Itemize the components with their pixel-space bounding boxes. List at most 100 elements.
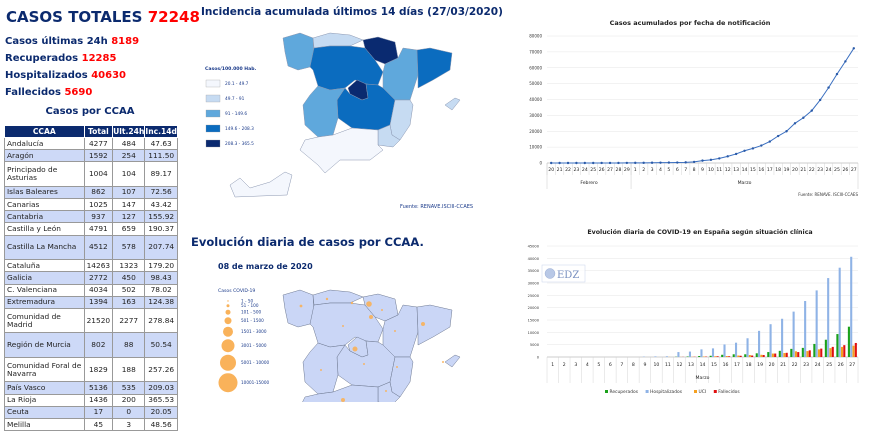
chart-title: Casos acumulados por fecha de notificaci…	[610, 19, 771, 27]
cell-value: 278.84	[145, 308, 178, 333]
cell-region: Islas Baleares	[5, 186, 85, 198]
case-bubble	[381, 309, 383, 311]
cell-region: Castilla La Mancha	[5, 235, 85, 260]
data-point	[811, 109, 813, 111]
x-tick-label: 4	[586, 362, 589, 368]
cell-value: 802	[84, 333, 113, 358]
legend-swatch	[206, 125, 220, 132]
x-tick-label: 18	[775, 167, 781, 173]
x-tick-label: 6	[609, 362, 612, 368]
x-tick-label: 16	[723, 362, 729, 368]
bar-fallecidos	[832, 347, 834, 357]
x-tick-label: 23	[817, 167, 823, 173]
data-point	[710, 159, 712, 161]
cell-region: Principado de Asturias	[5, 162, 85, 187]
legend-label: 10001-15000	[241, 380, 269, 385]
cell-value: 937	[84, 211, 113, 223]
cell-region: Extremadura	[5, 296, 85, 308]
cell-value: 535	[113, 382, 145, 394]
column-header: Total	[84, 126, 113, 138]
region-baleares[interactable]	[445, 98, 460, 110]
y-tick-label: 80000	[529, 34, 542, 39]
data-point	[617, 162, 619, 164]
bar-recuperados	[802, 348, 804, 357]
bar-hospitalizados	[747, 338, 749, 357]
data-point	[592, 162, 594, 164]
bar-recuperados	[698, 356, 700, 357]
data-point	[836, 73, 838, 75]
bar-fallecidos	[797, 352, 799, 357]
cell-region: Andalucía	[5, 138, 85, 150]
y-tick-label: 0	[537, 356, 540, 360]
x-tick-label: 16	[758, 167, 764, 173]
cell-value: 2277	[113, 308, 145, 333]
clinical-evolution-chart: Evolución diaria de COVID-19 en España s…	[500, 220, 880, 402]
data-point	[819, 99, 821, 101]
region-galicia[interactable]	[283, 33, 314, 70]
y-tick-label: 20000	[528, 306, 540, 310]
bar-uci	[783, 353, 785, 357]
case-bubble	[351, 302, 353, 304]
bar-hospitalizados	[758, 331, 760, 357]
cell-value: 502	[113, 284, 145, 296]
bar-hospitalizados	[816, 290, 818, 357]
x-tick-label: 12	[725, 167, 731, 173]
x-tick-label: 7	[684, 167, 687, 173]
region-baleares[interactable]	[445, 355, 460, 367]
x-tick-label: 3	[574, 362, 577, 368]
legend-label: 101 - 500	[241, 310, 261, 315]
bar-hospitalizados	[735, 343, 737, 357]
x-tick-label: 20	[548, 167, 554, 173]
cell-value: 21520	[84, 308, 113, 333]
column-header: CCAA	[5, 126, 85, 138]
legend-label: 3001 - 5000	[241, 343, 267, 348]
legend-swatch	[206, 110, 220, 117]
cell-region: Cataluña	[5, 260, 85, 272]
legend-swatch	[206, 80, 220, 87]
x-tick-label: 20	[769, 362, 775, 368]
data-point	[600, 162, 602, 164]
bar-recuperados	[756, 353, 758, 357]
cell-region: País Vasco	[5, 382, 85, 394]
x-tick-label: 3	[651, 167, 654, 173]
cell-value: 4512	[84, 235, 113, 260]
y-tick-label: 35000	[528, 269, 540, 273]
data-point	[727, 155, 729, 157]
region-andalucia[interactable]	[300, 128, 383, 173]
cell-value: 3	[113, 418, 145, 430]
cell-value: 450	[113, 272, 145, 284]
x-tick-label: 26	[838, 362, 844, 368]
cell-value: 1025	[84, 199, 113, 211]
region-cataluna[interactable]	[417, 48, 452, 88]
x-tick-label: 24	[826, 167, 832, 173]
cell-value: 659	[113, 223, 145, 235]
bar-fallecidos	[843, 345, 845, 357]
legend-label: Hospitalizados	[650, 389, 683, 395]
cell-value: 72.56	[145, 186, 178, 198]
legend-bubble	[227, 300, 228, 301]
cell-value: 5136	[84, 382, 113, 394]
legend-swatch	[206, 140, 220, 147]
cell-region: Canarias	[5, 199, 85, 211]
bar-uci	[852, 346, 854, 357]
bar-hospitalizados	[654, 356, 656, 357]
cell-value: 257.26	[145, 357, 178, 382]
data-point	[651, 162, 653, 164]
cell-region: Galicia	[5, 272, 85, 284]
cell-value: 107	[113, 186, 145, 198]
cell-value: 48.56	[145, 418, 178, 430]
cell-region: Melilla	[5, 418, 85, 430]
bar-fallecidos	[728, 356, 730, 357]
bar-hospitalizados	[804, 301, 806, 357]
region-galicia[interactable]	[283, 290, 314, 327]
case-bubble	[300, 305, 303, 308]
cell-value: 207.74	[145, 235, 178, 260]
column-header: Inc.14d	[145, 126, 178, 138]
cell-value: 14263	[84, 260, 113, 272]
bar-hospitalizados	[666, 356, 668, 357]
region-canarias[interactable]	[230, 172, 292, 197]
